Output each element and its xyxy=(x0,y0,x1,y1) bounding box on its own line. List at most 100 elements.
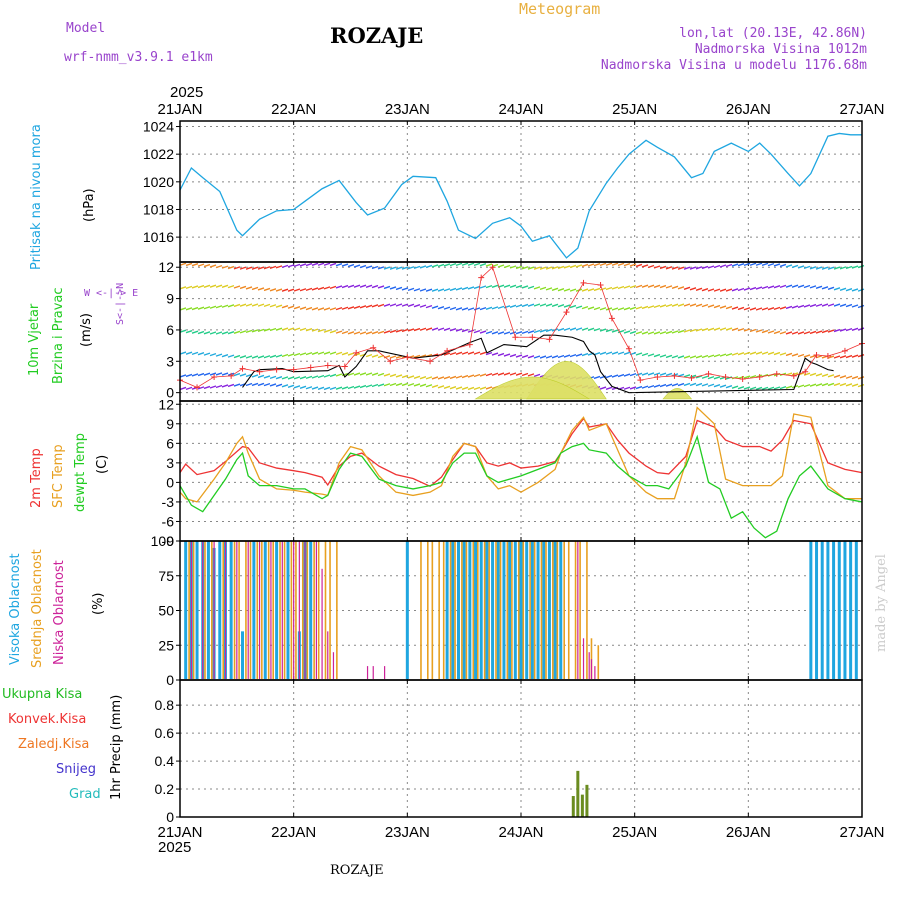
wind-barb xyxy=(839,303,847,307)
precip-bar xyxy=(571,796,575,817)
wind-barb xyxy=(509,304,517,308)
wind-barb xyxy=(191,263,199,267)
high-cloud-bar xyxy=(206,541,210,679)
high-cloud-bar xyxy=(502,541,506,679)
pressure-series-line xyxy=(179,132,862,259)
wind-barb xyxy=(575,305,583,309)
wind-barb xyxy=(701,327,709,332)
wind-barb xyxy=(329,351,337,355)
wind-barb xyxy=(671,266,679,270)
mid-cloud-bar xyxy=(324,541,327,679)
low-cloud-bar xyxy=(384,666,386,679)
wind-barb xyxy=(395,266,403,270)
wind-barb xyxy=(437,288,445,292)
wind-barb xyxy=(383,383,391,387)
day-label-top: 25JAN xyxy=(612,101,657,118)
wind-barb xyxy=(833,266,841,270)
wind-barb xyxy=(485,330,493,335)
high-cloud-bar xyxy=(462,541,466,679)
wind-barb xyxy=(371,284,379,289)
wind-barb xyxy=(521,354,529,359)
wind-barb xyxy=(605,262,613,266)
wind-barb xyxy=(611,329,619,333)
wind-barb xyxy=(509,372,517,376)
wind-barb xyxy=(779,306,787,310)
wind-barb xyxy=(491,352,499,356)
high-cloud-bar xyxy=(275,541,279,679)
wind-barb xyxy=(695,287,703,291)
wind-barb xyxy=(209,284,217,288)
wind-barb xyxy=(749,351,757,355)
low-cloud-bar xyxy=(224,541,227,679)
wind-barb xyxy=(707,327,715,331)
low-cloud-bar xyxy=(281,541,283,679)
wind-barb xyxy=(611,262,619,266)
wind-barb xyxy=(389,329,397,334)
wind-barb xyxy=(773,306,781,311)
wind-barb xyxy=(593,375,601,380)
wind-barb xyxy=(797,265,805,269)
wind-barb xyxy=(329,307,337,311)
high-cloud-bar xyxy=(843,541,847,679)
wind-barb xyxy=(671,355,679,359)
wind-barb xyxy=(257,328,265,333)
wind-barb xyxy=(485,263,493,267)
model-name: wrf-nmm_v3.9.1 e1km xyxy=(64,50,213,65)
wind-barb xyxy=(683,329,691,333)
wind-barb xyxy=(431,305,439,309)
wind-barb xyxy=(479,373,487,377)
wind-barb xyxy=(785,264,793,268)
wind-barb xyxy=(569,327,577,331)
wind-barb xyxy=(323,307,331,311)
wind-barb xyxy=(419,327,427,331)
wind-barb xyxy=(689,287,697,291)
wind-barb xyxy=(263,355,271,359)
wind-barb xyxy=(275,265,283,269)
wind-speed-marker xyxy=(228,372,235,379)
wind-barb xyxy=(653,304,661,309)
wind-barb xyxy=(383,373,391,377)
wind-barb xyxy=(749,374,757,379)
precip-bar xyxy=(585,784,589,817)
wind-barb xyxy=(185,307,193,311)
wind-barb xyxy=(515,354,523,358)
low-cloud-bar xyxy=(213,541,215,679)
wind-barb xyxy=(251,382,259,387)
wind-barb xyxy=(449,375,457,380)
wind-barb xyxy=(383,330,391,334)
wind-barb xyxy=(419,288,427,292)
panel-0: 1016 1018 1020 1022 1024 xyxy=(143,119,863,262)
wind-barb xyxy=(605,351,613,355)
wind-barb xyxy=(389,355,397,359)
wind-barb xyxy=(539,286,547,291)
wind-barb xyxy=(809,354,817,359)
wind-barb xyxy=(749,328,757,333)
wind-barb xyxy=(695,375,703,379)
wind-barb xyxy=(179,329,187,333)
wind-barb xyxy=(647,372,655,376)
low-cloud-bar xyxy=(293,541,295,679)
wind-barb xyxy=(353,264,361,268)
wind-barb xyxy=(779,352,787,356)
wind-barb xyxy=(761,386,769,391)
wind-barb xyxy=(281,288,289,292)
wind-speed-marker xyxy=(529,334,536,341)
wind-barb xyxy=(593,306,601,311)
wind-barb xyxy=(419,304,427,308)
wind-barb xyxy=(431,376,439,380)
wind-barb xyxy=(635,385,643,390)
wind-barb xyxy=(383,266,391,270)
wind-barb xyxy=(581,288,589,292)
wind-barb xyxy=(329,329,337,334)
wind-barb xyxy=(653,353,661,358)
wind-barb xyxy=(581,352,589,357)
wind-barb xyxy=(659,331,667,335)
wind-compass: W <-|-> E xyxy=(84,288,139,299)
wind-barb xyxy=(377,285,385,289)
wind-barb xyxy=(431,327,439,331)
high-cloud-bar xyxy=(849,541,853,679)
wind-barb xyxy=(419,354,427,358)
wind-barb xyxy=(389,303,397,307)
wind-barb xyxy=(671,330,679,334)
wind-barb xyxy=(623,351,631,355)
